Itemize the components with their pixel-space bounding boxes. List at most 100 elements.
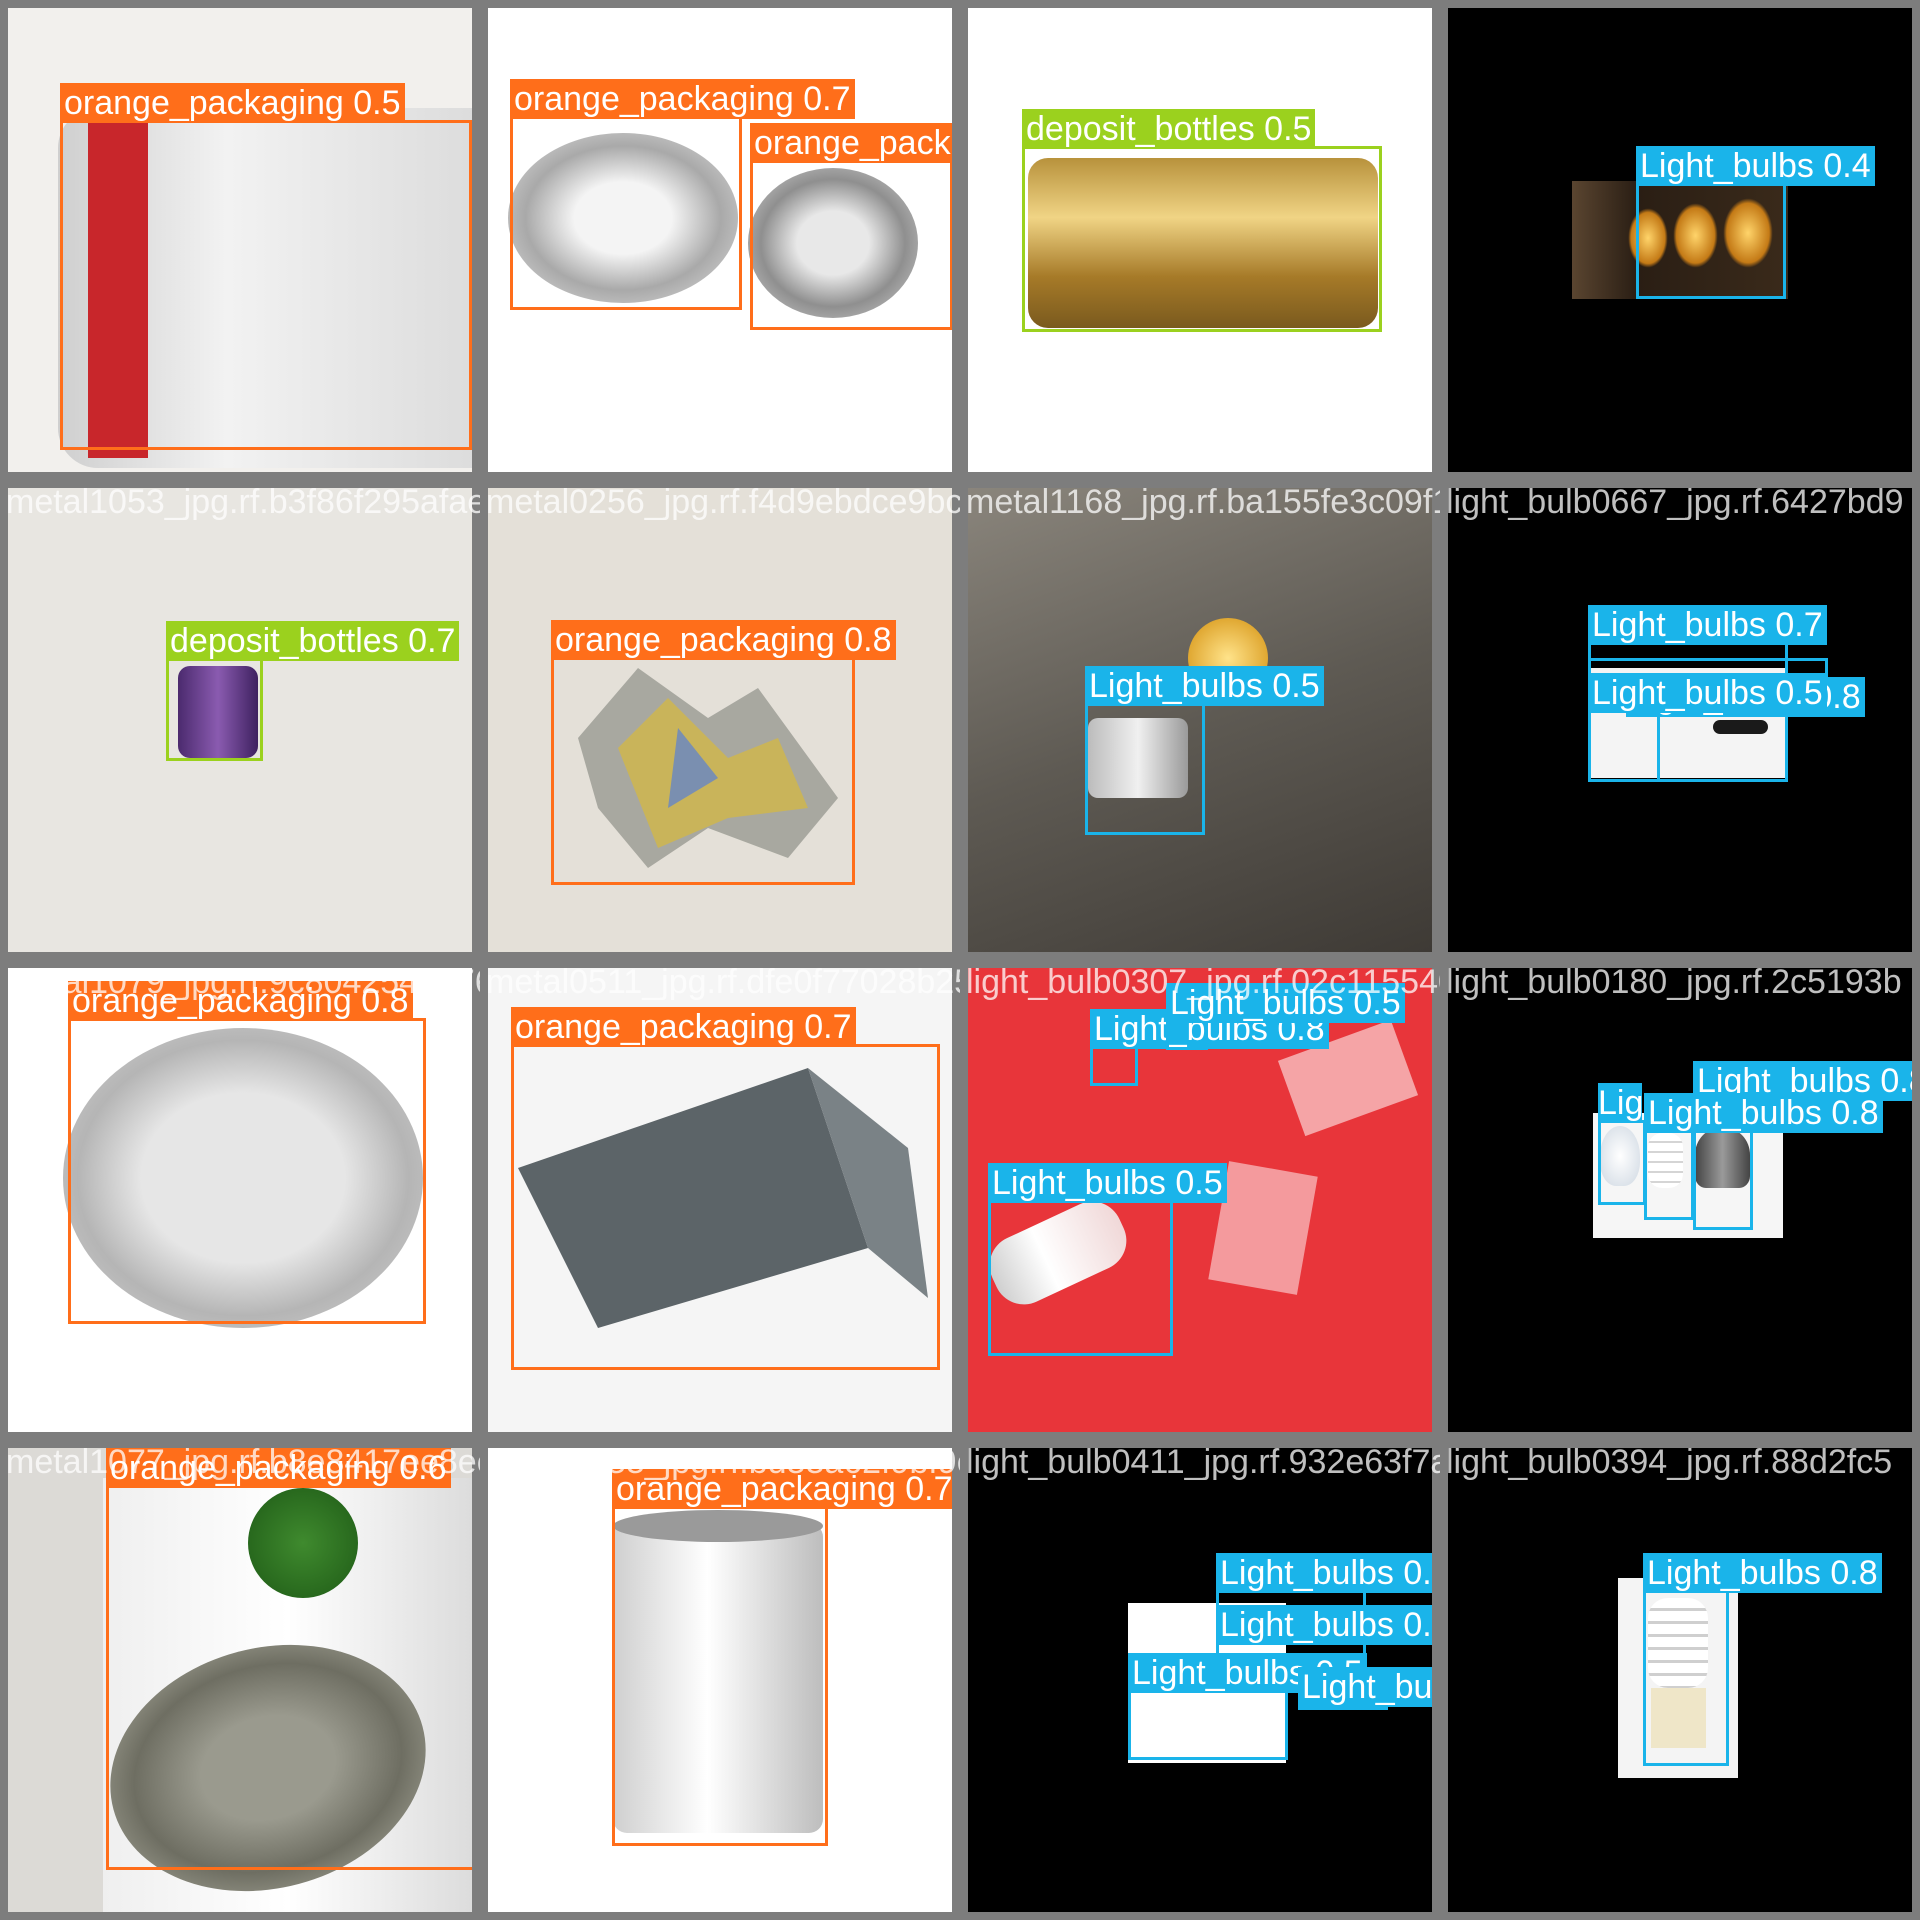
detection-box: Light_bulbs 0.4 [1636, 146, 1875, 299]
detection-box: orange_packaging 0.8 [68, 981, 426, 1324]
detection-box: deposit_bottles 0.7 [166, 621, 460, 761]
tin-can-shape [613, 1523, 823, 1833]
detection-label: Light_bulbs 0.5 [1166, 983, 1405, 1023]
detection-label: Light_bulbs 0.5 [1085, 666, 1324, 706]
tile-image: orange_packaging 0.5 [8, 8, 472, 472]
tile-image: Light_bulbs 0.8 [1448, 1448, 1912, 1912]
bulb-incandescent [1600, 1126, 1640, 1186]
tile-2: deposit_bottles 0.5 [960, 0, 1440, 480]
tile-image: Light_bulbs 0.4 [1448, 8, 1912, 472]
foil-pan-shape [63, 1028, 423, 1328]
detection-label: Light_bulbs 0.8 [1643, 1553, 1882, 1593]
detection-label: Light_bulbs 0.8 [1598, 1083, 1642, 1123]
tile-3: Light_bulbs 0.4 [1440, 0, 1920, 480]
bulb-led [1695, 1128, 1750, 1188]
detection-label: Light_bulbs 0.7 [1588, 605, 1827, 645]
tile-image: orange_packaging 0.8 [488, 488, 952, 952]
detection-label: orange_packaging 0.8 [68, 981, 413, 1021]
tile-image: orange_packaging 0.7 orange_packaging 0.… [488, 8, 952, 472]
tile-8: orange_packaging 0.8 metal1079_jpg.rf.9c… [0, 960, 480, 1440]
detection-label: deposit_bottles 0.7 [166, 621, 460, 661]
detection-box: orange_packaging 0.7 [510, 79, 855, 310]
tile-image: Light_bulbs 0.8 Light_bulbs 0.8 Light_bu… [1448, 968, 1912, 1432]
detection-box: orange_packaging 0.7 [612, 1469, 952, 1846]
bulb-cfl-spiral [1648, 1598, 1708, 1688]
herb-graphic [248, 1488, 358, 1598]
tile-9: orange_packaging 0.7 metal0511_jpg.rf.df… [480, 960, 960, 1440]
detection-box: Light_bulbs 0.5 [1128, 1653, 1367, 1760]
tile-1: orange_packaging 0.7 orange_packaging 0.… [480, 0, 960, 480]
detection-label: Light_bulbs 0.5 [1588, 673, 1827, 713]
detection-label: orange_packaging 0.7 [511, 1007, 856, 1047]
detection-box: Light_bulbs 0.8 [1644, 1093, 1883, 1220]
detection-box: orange_packaging 0.5 [60, 83, 472, 450]
detection-label: orange_packaging 0.5 [60, 83, 405, 123]
detection-box: Light_bulbs 0.5 [1588, 673, 1827, 782]
bulb-glow [1673, 203, 1718, 268]
tile-image: orange_packaging 0.7 [488, 968, 952, 1432]
tile-image: orange_packaging 0.8 [8, 968, 472, 1432]
detection-label: orange_packaging 0.7 [750, 123, 952, 163]
detection-box: orange_packaging 0.7 [750, 123, 952, 330]
tile-6: Light_bulbs 0.5 metal1168_jpg.rf.ba155fe… [960, 480, 1440, 960]
sand-background [968, 488, 1432, 952]
detection-box: orange_packaging 0.6 [106, 1448, 472, 1870]
detection-box: Light_bulbs 0.5 [988, 1163, 1227, 1356]
detection-box: orange_packaging 0.8 [551, 620, 896, 885]
detection-label: orange_packaging 0.7 [510, 79, 855, 119]
bulb-cfl [1648, 1133, 1683, 1188]
bulb-glow [1723, 198, 1773, 268]
detection-box: Light_bulbs 0.8 [1298, 1667, 1432, 1710]
detection-box: Light_bulbs 0.8 [1090, 1009, 1329, 1086]
tile-13: orange_packaging 0.7 metal0488_jpg.rf.bd… [480, 1440, 960, 1920]
tile-7: Light_bulbs 0.8 Light_bulbs 0.7 Light_bu… [1440, 480, 1920, 960]
tile-image: Light_bulbs 0.8 Light_bulbs 0.7 Light_bu… [1448, 488, 1912, 952]
tin-can-lid [613, 1510, 823, 1542]
tile-11: Light_bulbs 0.8 Light_bulbs 0.8 Light_bu… [1440, 960, 1920, 1440]
detection-label: orange_packaging 0.6 [106, 1448, 451, 1488]
tile-0: orange_packaging 0.5 [0, 0, 480, 480]
foil-dish-shape [748, 168, 918, 318]
detection-box: Light_bulbs 0.5 [1166, 983, 1405, 1050]
detection-label: Light_bulbs 0.8 [1644, 1093, 1883, 1133]
detection-box: orange_packaging 0.7 [511, 1007, 940, 1370]
tile-12: orange_packaging 0.6 metal1077_jpg.rf.b8… [0, 1440, 480, 1920]
tile-image: deposit_bottles 0.5 [968, 8, 1432, 472]
detection-box: Light_bulbs 0.8 [1693, 1061, 1912, 1230]
detection-label: orange_packaging 0.8 [551, 620, 896, 660]
crumpled-foil-shape [578, 668, 838, 868]
detection-label: Light_bulbs 0.7 [1216, 1553, 1432, 1593]
detection-box: Light_bulbs 0.8 [1643, 1553, 1882, 1766]
detection-label: Light_bulbs 0.5 [988, 1163, 1227, 1203]
detection-box: Light_bulbs 0.7 [1216, 1605, 1432, 1682]
tile-4: deposit_bottles 0.7 metal1053_jpg.rf.b3f… [0, 480, 480, 960]
gold-can-shape [1028, 158, 1378, 328]
detection-box: Light_bulbs 0.5 [1085, 666, 1324, 835]
foil-dish-shape [508, 133, 738, 303]
tile-image: deposit_bottles 0.7 [8, 488, 472, 952]
tile-image: Light_bulbs 0.7 Light_bulbs 0.7 Light_bu… [968, 1448, 1432, 1912]
detection-label: Light_bulbs 0.8 [1298, 1667, 1432, 1707]
tile-image: Light_bulbs 0.5 [968, 488, 1432, 952]
detection-box: deposit_bottles 0.5 [1022, 109, 1382, 332]
detection-box: Light_bulbs 0.7 [1588, 605, 1827, 782]
detection-label: Light_bulbs 0.4 [1636, 146, 1875, 186]
tile-image: orange_packaging 0.7 [488, 1448, 952, 1912]
tile-5: orange_packaging 0.8 metal0256_jpg.rf.f4… [480, 480, 960, 960]
can-label-red [88, 118, 148, 458]
bulb-glow [1628, 208, 1668, 268]
tile-image: Light_bulbs 0.8 Light_bulbs 0.5 Light_bu… [968, 968, 1432, 1432]
tile-10: Light_bulbs 0.8 Light_bulbs 0.5 Light_bu… [960, 960, 1440, 1440]
detection-label: deposit_bottles 0.5 [1022, 109, 1316, 149]
bulb-base [1088, 718, 1188, 798]
shop-now-button-graphic [1713, 720, 1768, 734]
metal-box-shape [518, 1068, 928, 1328]
tile-14: Light_bulbs 0.7 Light_bulbs 0.7 Light_bu… [960, 1440, 1440, 1920]
bulb-cfl-base [1651, 1688, 1706, 1748]
detection-box: Light_bulbs 0.8 [1598, 1083, 1646, 1205]
small-can-shape [178, 666, 258, 758]
tile-15: Light_bulbs 0.8 light_bulb0394_jpg.rf.88… [1440, 1440, 1920, 1920]
tile-image: orange_packaging 0.6 [8, 1448, 472, 1912]
detection-label: orange_packaging 0.7 [612, 1469, 952, 1509]
